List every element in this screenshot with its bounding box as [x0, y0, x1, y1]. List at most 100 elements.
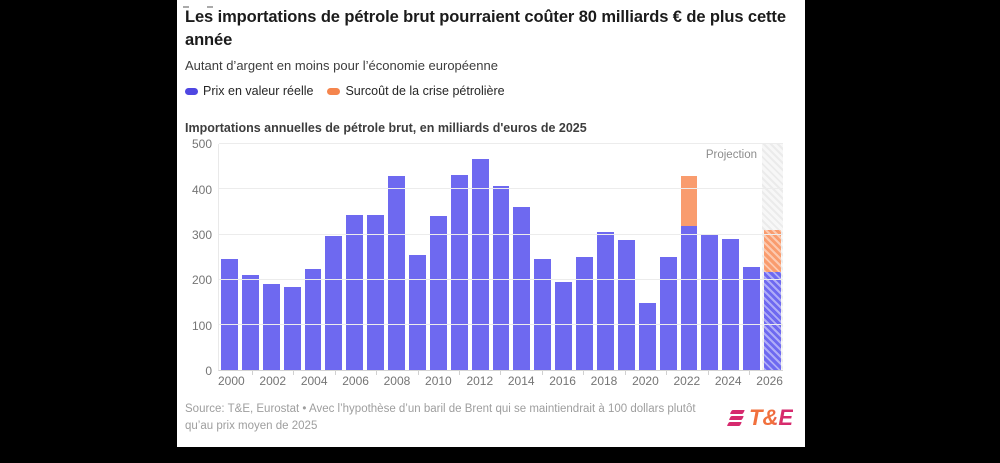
bar-2015: [532, 144, 553, 371]
bar-2026: [762, 144, 784, 371]
chart-legend: Prix en valeur réelle Surcoût de la crise…: [185, 84, 797, 98]
bar-segment-prix: [659, 256, 677, 371]
bar-segment-prix: [617, 240, 635, 371]
x-axis: 2000 2002 2004 2006 2008 2010 2012 2014 2016 2018…: [218, 371, 783, 389]
plot-area: Projection: [218, 143, 784, 372]
bar-2017: [574, 144, 595, 371]
legend-swatch: [185, 87, 198, 95]
gridline-300: [219, 233, 783, 235]
bar-segment-prix: [597, 231, 614, 371]
x-tick-2017: [576, 371, 591, 388]
x-tick-2013: [493, 371, 508, 388]
gridline-100: [219, 324, 783, 325]
bar-2006: [344, 144, 365, 371]
bar-2020: [637, 144, 658, 371]
bar-2019: [616, 144, 637, 371]
bar-segment-prix: [638, 302, 656, 371]
bar-segment-prix: [429, 216, 447, 371]
x-tick-label-2018: 2018: [590, 374, 618, 389]
legend-item-0: Prix en valeur réelle: [185, 84, 313, 98]
cropped-text-remnant: [183, 6, 213, 8]
bar-segment-surcout: [764, 230, 782, 272]
footer: Source: T&E, Eurostat • Avec l’hypothèse…: [185, 401, 797, 434]
chart: 0 100 200 300 400 500 Projection: [192, 138, 784, 377]
x-tick-2011: [452, 371, 467, 388]
bar-segment-prix: [241, 275, 259, 371]
article-card: Les importations de pétrole brut pourrai…: [177, 0, 805, 447]
x-tick-2007: [369, 371, 384, 388]
bar-2009: [407, 144, 428, 371]
projection-label: Projection: [705, 149, 757, 162]
te-logo: T&E: [727, 404, 793, 431]
y-axis: 0 100 200 300 400 500: [180, 138, 212, 377]
bar-segment-prix: [346, 214, 364, 371]
bar-segment-prix: [283, 286, 301, 371]
bar-series: [219, 144, 784, 371]
legend-swatch: [327, 87, 341, 95]
y-tick-label-200: 200: [191, 273, 212, 288]
x-tick-label-2022: 2022: [673, 374, 701, 389]
x-tick-label-2014: 2014: [507, 374, 535, 389]
gridline-200: [219, 278, 783, 280]
bar-2022: [679, 144, 700, 371]
source-note: Source: T&E, Eurostat • Avec l’hypothèse…: [185, 403, 696, 432]
x-tick-label-2010: 2010: [425, 374, 452, 389]
legend-label: Prix en valeur réelle: [203, 84, 314, 99]
x-tick-label-2008: 2008: [383, 374, 411, 389]
page-title: Les importations de pétrole brut pourrai…: [185, 8, 786, 50]
bar-segment-prix: [409, 254, 426, 371]
y-tick-label-300: 300: [191, 228, 212, 242]
bar-segment-prix: [555, 281, 573, 371]
te-logo-speed-icon: [727, 410, 745, 426]
bar-segment-prix: [367, 215, 385, 371]
bar-2016: [553, 144, 574, 371]
y-tick-label-100: 100: [191, 318, 212, 333]
x-tick-2025: [742, 371, 757, 388]
legend-label: Surcoût de la crise pétrolière: [345, 84, 505, 99]
gridline-500: [219, 143, 783, 145]
bar-segment-prix: [325, 236, 343, 371]
bar-segment-prix: [304, 268, 322, 371]
bar-segment-prix: [471, 159, 489, 371]
bar-2025: [741, 144, 762, 371]
chart-title: Importations annuelles de pétrole brut, …: [185, 121, 587, 136]
bar-segment-prix: [701, 234, 719, 371]
bar-2021: [658, 144, 679, 371]
x-tick-label-2024: 2024: [714, 374, 742, 389]
x-tick-label-2026: 2026: [756, 374, 783, 389]
x-tick-2019: [617, 371, 632, 388]
x-tick-label-2004: 2004: [300, 374, 328, 389]
bar-segment-prix: [576, 256, 594, 371]
bar-2024: [720, 144, 741, 371]
x-tick-label-2006: 2006: [342, 374, 369, 389]
bar-2001: [240, 144, 261, 371]
y-tick-label-0: 0: [205, 364, 212, 379]
x-tick-label-2016: 2016: [549, 374, 576, 389]
subtitle: Autant d’argent en moins pour l’économie…: [185, 58, 498, 74]
te-logo-text: T&E: [749, 404, 793, 430]
x-tick-2003: [286, 371, 301, 388]
bar-segment-prix: [680, 226, 698, 371]
gridline-400: [219, 188, 783, 190]
bar-segment-prix: [262, 284, 280, 371]
bar-segment-prix: [764, 271, 782, 371]
bar-2007: [365, 144, 386, 371]
x-tick-2015: [535, 371, 550, 388]
bar-2010: [428, 144, 449, 371]
bar-segment-surcout: [680, 175, 698, 227]
x-tick-2009: [410, 371, 425, 388]
bar-2013: [491, 144, 512, 371]
x-tick-label-2000: 2000: [218, 374, 245, 389]
bar-segment-prix: [220, 259, 238, 371]
bar-2003: [282, 144, 303, 371]
bar-2008: [386, 144, 407, 371]
bar-segment-prix: [388, 175, 406, 371]
legend-item-1: Surcoût de la crise pétrolière: [327, 84, 505, 99]
x-tick-label-2012: 2012: [466, 374, 494, 389]
x-tick-2005: [328, 371, 343, 388]
x-tick-2023: [700, 371, 715, 388]
x-tick-label-2020: 2020: [632, 374, 659, 389]
bar-segment-prix: [743, 266, 761, 371]
bar-2023: [699, 144, 720, 371]
